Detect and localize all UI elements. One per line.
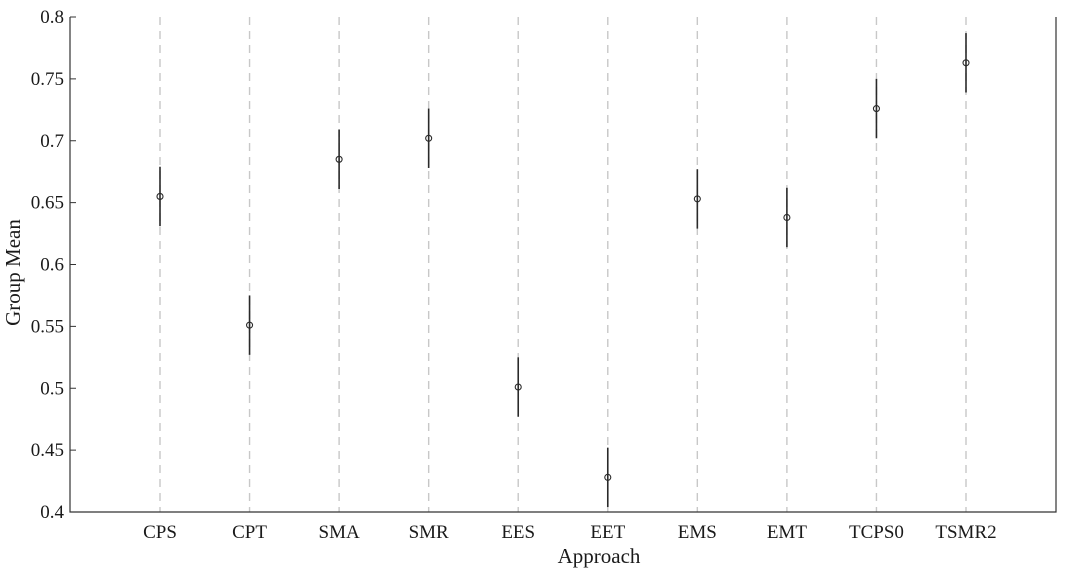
mean-point-emt [783, 213, 791, 222]
y-tick-label: 0.8 [40, 7, 64, 28]
data-marks [156, 33, 970, 508]
x-tick-label: CPT [232, 522, 267, 543]
mean-point-tsmr2 [962, 59, 970, 67]
x-tick-label: EET [590, 522, 625, 543]
mean-point-eet [604, 473, 612, 481]
y-axis-ticks: 0.4 0.45 0.5 0.55 0.6 0.65 0.7 0.75 0.8 [31, 7, 76, 523]
y-tick-label: 0.5 [40, 378, 64, 399]
y-tick-label: 0.7 [40, 131, 64, 152]
mean-point-ems [693, 195, 701, 203]
mean-point-cpt [246, 321, 254, 329]
x-axis-ticks: CPS CPT SMA SMR EES EET EMS EMT TCPS0 TSMR2 [143, 522, 997, 543]
mean-point-ees [514, 383, 522, 391]
vertical-grid-lines [159, 17, 967, 512]
x-tick-label: TSMR2 [935, 522, 996, 543]
axes [69, 17, 1057, 513]
mean-point-cps [156, 192, 164, 200]
x-tick-label: EES [501, 522, 535, 543]
x-tick-label: EMT [767, 522, 808, 543]
y-axis-title: Group Mean [1, 219, 25, 326]
x-tick-label: SMA [319, 522, 360, 543]
y-tick-label: 0.6 [40, 255, 64, 276]
x-axis-title: Approach [558, 544, 641, 568]
x-tick-label: SMR [409, 522, 449, 543]
mean-point-smr [425, 134, 433, 142]
x-tick-label: CPS [143, 522, 177, 543]
axis-frame [69, 17, 1057, 513]
x-tick-label: TCPS0 [849, 522, 904, 543]
mean-point-sma [335, 155, 343, 163]
x-tick-label: EMS [678, 522, 717, 543]
y-tick-label: 0.45 [31, 440, 64, 461]
mean-point-tcps0 [872, 105, 880, 113]
y-tick-label: 0.65 [31, 193, 64, 214]
y-tick-label: 0.75 [31, 69, 64, 90]
y-tick-label: 0.55 [31, 316, 64, 337]
y-tick-label: 0.4 [40, 502, 64, 523]
